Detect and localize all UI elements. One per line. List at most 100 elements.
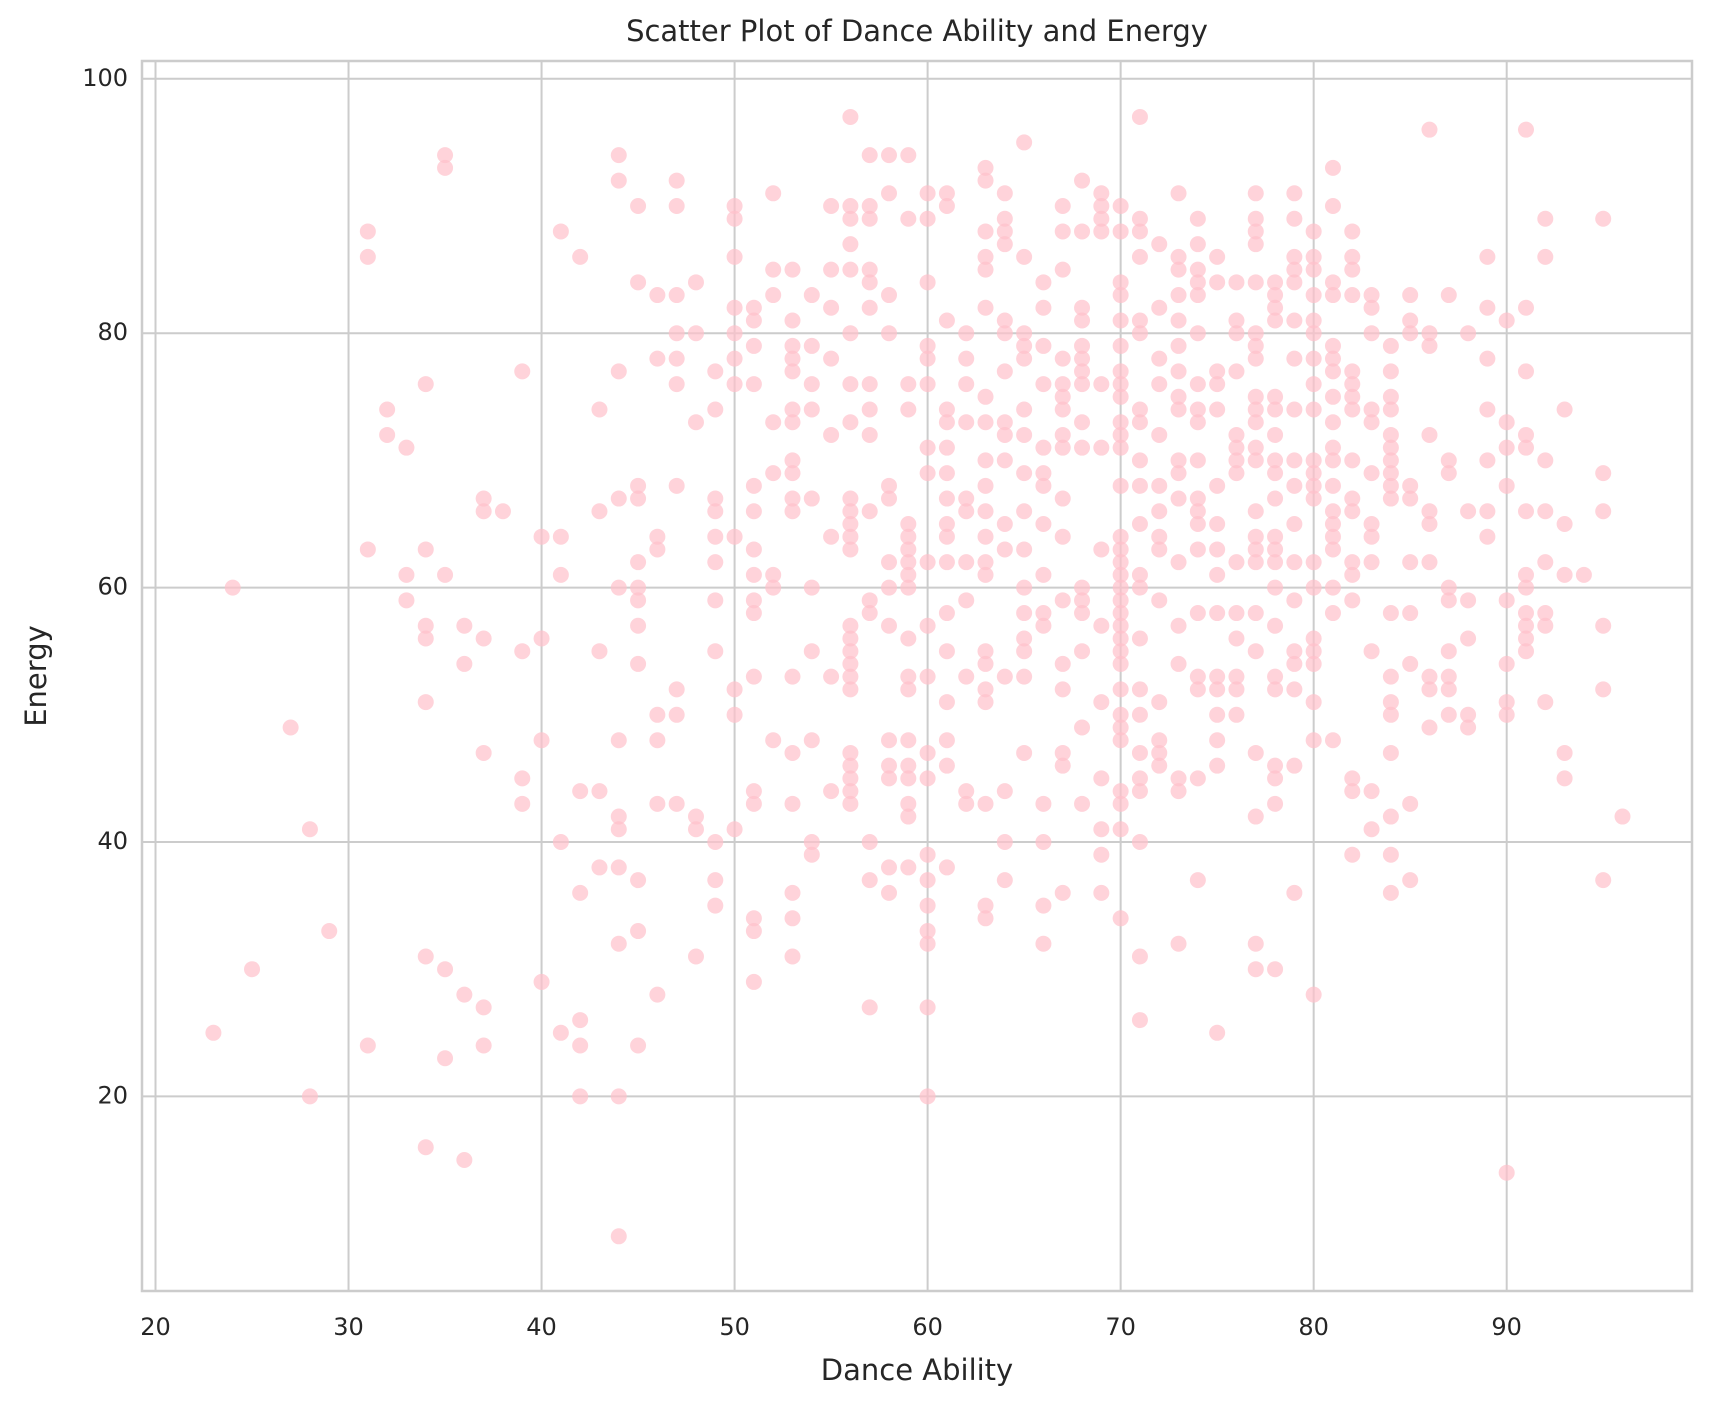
scatter-point bbox=[1537, 452, 1554, 469]
scatter-point bbox=[1151, 503, 1168, 520]
scatter-point bbox=[861, 872, 878, 889]
scatter-point bbox=[1382, 668, 1399, 685]
scatter-point bbox=[977, 388, 994, 405]
scatter-point bbox=[1363, 414, 1380, 431]
scatter-point bbox=[1537, 554, 1554, 571]
scatter-point bbox=[842, 210, 859, 227]
scatter-point bbox=[1363, 465, 1380, 482]
scatter-point bbox=[1247, 605, 1264, 622]
scatter-point bbox=[996, 363, 1013, 380]
scatter-point bbox=[1286, 312, 1303, 329]
scatter-point bbox=[1344, 363, 1361, 380]
scatter-point bbox=[842, 643, 859, 660]
scatter-point bbox=[1131, 248, 1148, 265]
scatter-point bbox=[1267, 668, 1284, 685]
scatter-point bbox=[842, 236, 859, 253]
scatter-point bbox=[1170, 452, 1187, 469]
scatter-point bbox=[591, 503, 608, 520]
scatter-point bbox=[475, 630, 492, 647]
scatter-point bbox=[1112, 643, 1129, 660]
scatter-point bbox=[977, 261, 994, 278]
scatter-point bbox=[977, 477, 994, 494]
scatter-point bbox=[610, 859, 627, 876]
scatter-point bbox=[1112, 783, 1129, 800]
scatter-point bbox=[668, 325, 685, 342]
scatter-point bbox=[359, 1037, 376, 1054]
scatter-point bbox=[1112, 541, 1129, 558]
scatter-point bbox=[1324, 363, 1341, 380]
scatter-point bbox=[1074, 363, 1091, 380]
scatter-point bbox=[881, 477, 898, 494]
scatter-point bbox=[765, 566, 782, 583]
scatter-point bbox=[1189, 872, 1206, 889]
scatter-point bbox=[1305, 452, 1322, 469]
scatter-point bbox=[610, 821, 627, 838]
scatter-point bbox=[1209, 363, 1226, 380]
scatter-point bbox=[1131, 948, 1148, 965]
y-tick-label: 60 bbox=[97, 573, 128, 601]
scatter-point bbox=[1247, 541, 1264, 558]
scatter-point bbox=[1267, 312, 1284, 329]
scatter-point bbox=[977, 248, 994, 265]
scatter-point bbox=[1344, 490, 1361, 507]
scatter-point bbox=[610, 1088, 627, 1105]
scatter-point bbox=[1421, 121, 1438, 138]
scatter-point bbox=[649, 541, 666, 558]
scatter-point bbox=[1517, 426, 1534, 443]
scatter-point bbox=[1498, 477, 1515, 494]
scatter-point bbox=[1151, 477, 1168, 494]
scatter-point bbox=[1131, 108, 1148, 125]
x-tick-label: 30 bbox=[333, 1313, 364, 1341]
scatter-point bbox=[784, 363, 801, 380]
scatter-point bbox=[823, 668, 840, 685]
scatter-point bbox=[649, 732, 666, 749]
scatter-point bbox=[745, 477, 762, 494]
scatter-point bbox=[919, 185, 936, 202]
scatter-point bbox=[784, 948, 801, 965]
scatter-point bbox=[1363, 287, 1380, 304]
scatter-point bbox=[1074, 312, 1091, 329]
scatter-point bbox=[630, 1037, 647, 1054]
scatter-point bbox=[1112, 605, 1129, 622]
scatter-point bbox=[1344, 566, 1361, 583]
scatter-point bbox=[1228, 363, 1245, 380]
scatter-point bbox=[1093, 185, 1110, 202]
scatter-point bbox=[707, 592, 724, 609]
scatter-point bbox=[1035, 795, 1052, 812]
scatter-point bbox=[630, 490, 647, 507]
scatter-point bbox=[842, 795, 859, 812]
scatter-point bbox=[610, 579, 627, 596]
scatter-point bbox=[842, 744, 859, 761]
scatter-point bbox=[1112, 630, 1129, 647]
scatter-point bbox=[919, 846, 936, 863]
scatter-point bbox=[610, 808, 627, 825]
scatter-point bbox=[958, 668, 975, 685]
scatter-point bbox=[1305, 477, 1322, 494]
scatter-point bbox=[881, 185, 898, 202]
scatter-point bbox=[1170, 554, 1187, 571]
scatter-point bbox=[1382, 694, 1399, 711]
scatter-point bbox=[1151, 757, 1168, 774]
x-axis-label: Dance Ability bbox=[821, 1353, 1013, 1387]
scatter-point bbox=[1093, 210, 1110, 227]
scatter-point bbox=[803, 490, 820, 507]
scatter-point bbox=[1498, 1164, 1515, 1181]
scatter-point bbox=[784, 452, 801, 469]
scatter-point bbox=[919, 872, 936, 889]
scatter-point bbox=[745, 973, 762, 990]
scatter-point bbox=[591, 643, 608, 660]
scatter-point bbox=[1517, 439, 1534, 456]
scatter-point bbox=[359, 541, 376, 558]
scatter-point bbox=[1093, 617, 1110, 634]
scatter-point bbox=[1305, 694, 1322, 711]
scatter-point bbox=[1247, 274, 1264, 291]
scatter-point bbox=[1209, 477, 1226, 494]
scatter-point bbox=[1112, 617, 1129, 634]
scatter-point bbox=[1402, 325, 1419, 342]
scatter-point bbox=[1170, 935, 1187, 952]
scatter-point bbox=[1170, 185, 1187, 202]
scatter-point bbox=[1074, 719, 1091, 736]
scatter-point bbox=[1131, 833, 1148, 850]
scatter-point bbox=[919, 897, 936, 914]
scatter-point bbox=[784, 490, 801, 507]
